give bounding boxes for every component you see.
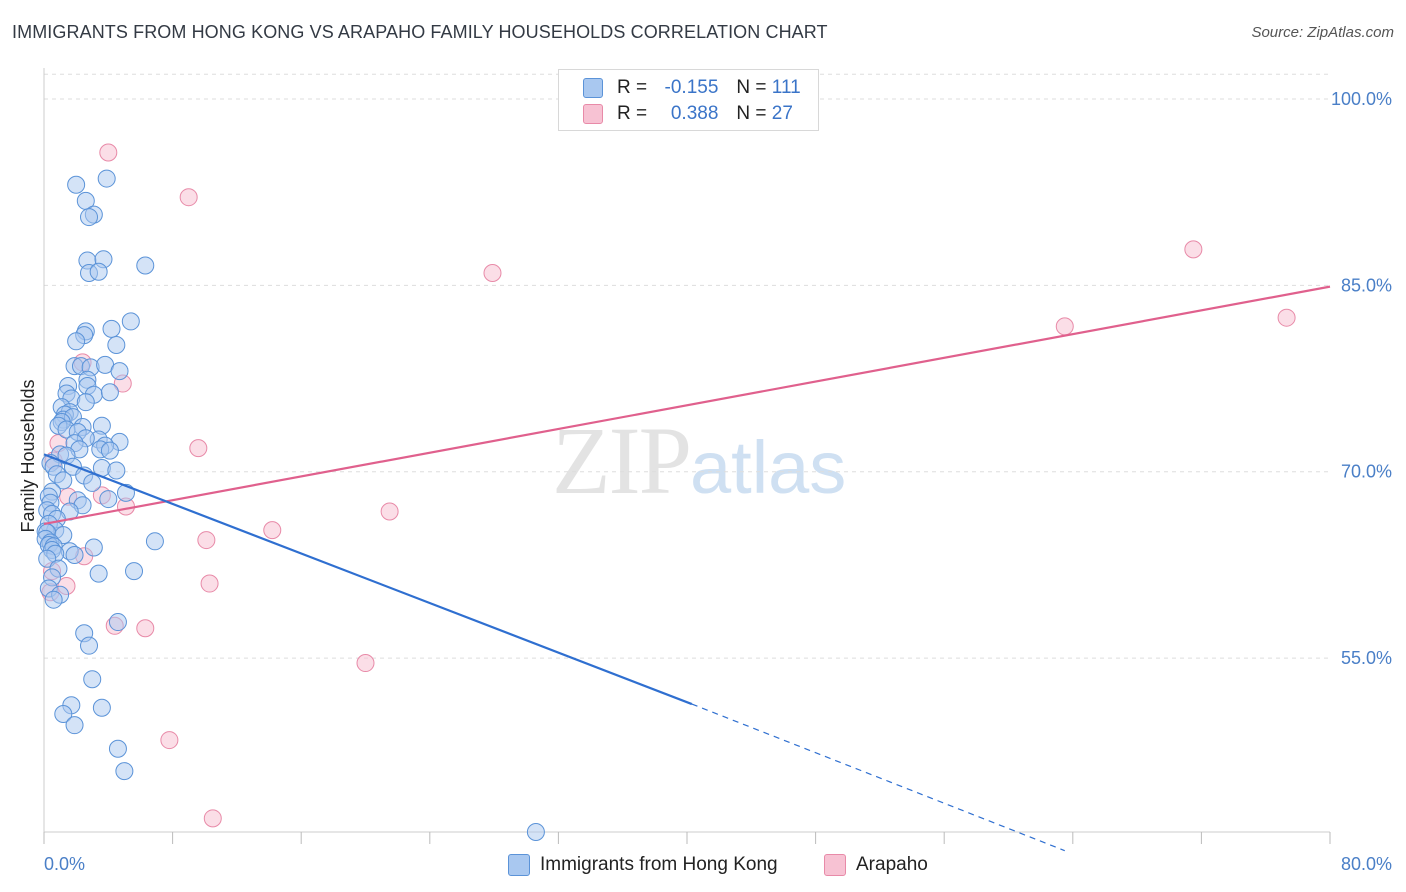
hong-kong-point bbox=[108, 613, 127, 632]
arapaho-trend-line bbox=[43, 285, 1331, 525]
hong-kong-point bbox=[65, 716, 84, 735]
hong-kong-point bbox=[38, 549, 57, 568]
y-tick-label: 85.0% bbox=[1341, 275, 1392, 295]
legend-n-value: 111 bbox=[771, 77, 801, 98]
hong-kong-point bbox=[80, 208, 99, 227]
hong-kong-point bbox=[107, 336, 126, 355]
hong-kong-point bbox=[110, 362, 129, 381]
bottom-legend-label-hong-kong: Immigrants from Hong Kong bbox=[540, 854, 778, 875]
correlation-legend: R = -0.155 N = 111 R = 0.388 N = 27 bbox=[558, 69, 819, 131]
arapaho-point bbox=[179, 188, 198, 207]
arapaho-point bbox=[200, 574, 219, 593]
hong-kong-point bbox=[84, 538, 103, 557]
hong-kong-point bbox=[67, 175, 86, 194]
trend-lines bbox=[43, 285, 1331, 852]
hong-kong-point bbox=[97, 169, 116, 188]
arapaho-point bbox=[380, 502, 399, 521]
hong-kong-point bbox=[145, 532, 164, 551]
x-tick-label: 0.0% bbox=[44, 854, 85, 874]
hong-kong-point bbox=[136, 256, 155, 275]
chart-title: IMMIGRANTS FROM HONG KONG VS ARAPAHO FAM… bbox=[12, 22, 828, 42]
hong-kong-point bbox=[121, 312, 140, 331]
arapaho-point bbox=[1055, 317, 1074, 336]
bottom-legend-label-arapaho: Arapaho bbox=[856, 854, 928, 875]
arapaho-point bbox=[1277, 308, 1296, 327]
y-axis-title: Family Households bbox=[18, 379, 38, 532]
legend-n-label: N = bbox=[736, 77, 767, 98]
legend-row-hong-kong: R = -0.155 N = 111 bbox=[583, 76, 801, 100]
arapaho-point bbox=[483, 263, 502, 282]
arapaho-point bbox=[197, 531, 216, 550]
arapaho-point bbox=[189, 439, 208, 458]
arapaho-point bbox=[99, 143, 118, 162]
hong-kong-point bbox=[76, 393, 95, 412]
hong-kong-trend-line bbox=[43, 453, 693, 706]
bottom-legend-swatch-blue bbox=[508, 854, 530, 876]
legend-n-label: N = bbox=[736, 103, 767, 124]
arapaho-point bbox=[1184, 240, 1203, 259]
arapaho-point bbox=[136, 619, 155, 638]
legend-r-value: -0.155 bbox=[664, 77, 719, 98]
watermark: ZIPatlas bbox=[552, 405, 846, 516]
hong-kong-point bbox=[102, 319, 121, 338]
legend-swatch-blue bbox=[583, 78, 603, 98]
hong-kong-point bbox=[100, 441, 119, 460]
hong-kong-point bbox=[54, 471, 73, 490]
hong-kong-point bbox=[100, 383, 119, 402]
hong-kong-point bbox=[99, 490, 118, 509]
bottom-legend-swatch-pink bbox=[824, 854, 846, 876]
arapaho-point bbox=[160, 731, 179, 750]
hong-kong-point bbox=[92, 698, 111, 717]
hong-kong-point bbox=[125, 562, 144, 581]
grid-lines bbox=[44, 73, 1330, 659]
x-tick-labels: 0.0% 80.0% bbox=[44, 854, 1392, 874]
source-credit: Source: ZipAtlas.com bbox=[1251, 24, 1394, 41]
hong-kong-point bbox=[89, 262, 108, 281]
legend-n-value: 27 bbox=[771, 103, 793, 124]
x-tick-label: 80.0% bbox=[1341, 854, 1392, 874]
hong-kong-trend-extension bbox=[691, 703, 1065, 852]
y-tick-label: 55.0% bbox=[1341, 648, 1392, 668]
y-tick-label: 70.0% bbox=[1341, 462, 1392, 482]
hong-kong-point bbox=[526, 823, 545, 841]
hong-kong-point bbox=[107, 461, 126, 480]
arapaho-point bbox=[203, 809, 222, 828]
hong-kong-point bbox=[83, 473, 102, 492]
hong-kong-point bbox=[80, 636, 99, 655]
axes bbox=[43, 68, 1331, 844]
hong-kong-point bbox=[67, 332, 86, 351]
hong-kong-point bbox=[54, 704, 73, 723]
hong-kong-point bbox=[89, 564, 108, 583]
legend-r-value: 0.388 bbox=[670, 103, 719, 124]
legend-row-arapaho: R = 0.388 N = 27 bbox=[583, 102, 793, 126]
legend-r-label: R = bbox=[617, 77, 648, 98]
arapaho-points bbox=[41, 143, 1296, 828]
arapaho-point bbox=[356, 654, 375, 673]
arapaho-point bbox=[263, 521, 282, 540]
watermark-atlas: atlas bbox=[690, 426, 847, 509]
hong-kong-points bbox=[36, 169, 545, 841]
hong-kong-point bbox=[115, 762, 134, 781]
legend-swatch-pink bbox=[583, 104, 603, 124]
hong-kong-point bbox=[108, 739, 127, 758]
y-tick-label: 100.0% bbox=[1331, 89, 1392, 109]
y-tick-labels: 55.0% 70.0% 85.0% 100.0% bbox=[1331, 89, 1392, 668]
hong-kong-point bbox=[83, 670, 102, 689]
legend-r-label: R = bbox=[617, 103, 648, 124]
bottom-legend-arapaho: Arapaho bbox=[824, 852, 928, 878]
bottom-legend-hong-kong: Immigrants from Hong Kong bbox=[508, 852, 778, 878]
hong-kong-point bbox=[65, 545, 84, 564]
hong-kong-point bbox=[44, 590, 63, 609]
